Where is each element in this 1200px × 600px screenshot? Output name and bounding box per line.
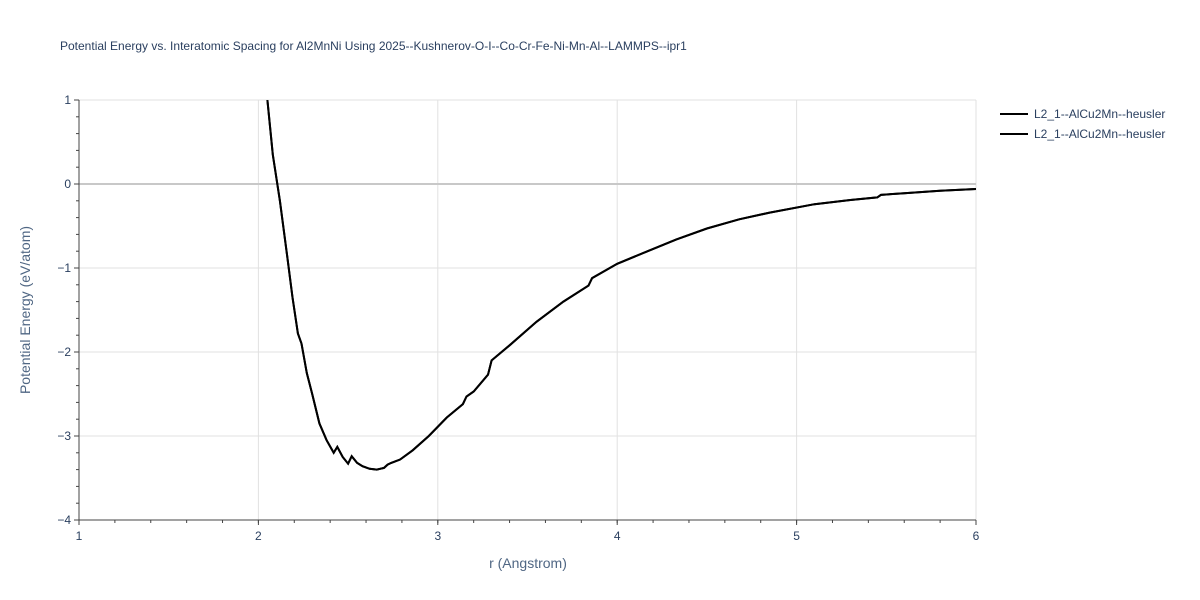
chart-title: Potential Energy vs. Interatomic Spacing… <box>60 39 687 53</box>
legend[interactable]: L2_1--AlCu2Mn--heusler L2_1--AlCu2Mn--heu… <box>1000 107 1165 141</box>
grid-layer <box>79 99 977 520</box>
y-tick-label: −3 <box>57 429 71 443</box>
y-tick-label: −1 <box>57 261 71 275</box>
series-layer <box>266 100 976 471</box>
x-tick-label: 1 <box>76 529 83 543</box>
x-axis-title: r (Angstrom) <box>489 555 567 571</box>
series-line-1 <box>266 100 976 471</box>
y-tick-label: 0 <box>64 177 71 191</box>
series-line-2 <box>266 100 976 471</box>
y-tick-label: −4 <box>57 513 71 527</box>
y-tick-label: −2 <box>57 345 71 359</box>
x-tick-label: 4 <box>614 529 621 543</box>
x-tick-label: 2 <box>255 529 262 543</box>
x-tick-label: 6 <box>973 529 980 543</box>
legend-item-1[interactable]: L2_1--AlCu2Mn--heusler <box>1000 107 1165 121</box>
axis-layer: 1 2 3 4 5 6 1 0 −1 −2 −3 −4 <box>57 93 979 543</box>
legend-label: L2_1--AlCu2Mn--heusler <box>1034 127 1165 141</box>
legend-item-2[interactable]: L2_1--AlCu2Mn--heusler <box>1000 127 1165 141</box>
x-tick-label: 3 <box>434 529 441 543</box>
legend-label: L2_1--AlCu2Mn--heusler <box>1034 107 1165 121</box>
y-axis-title: Potential Energy (eV/atom) <box>17 226 33 394</box>
y-tick-label: 1 <box>64 93 71 107</box>
x-tick-label: 5 <box>793 529 800 543</box>
